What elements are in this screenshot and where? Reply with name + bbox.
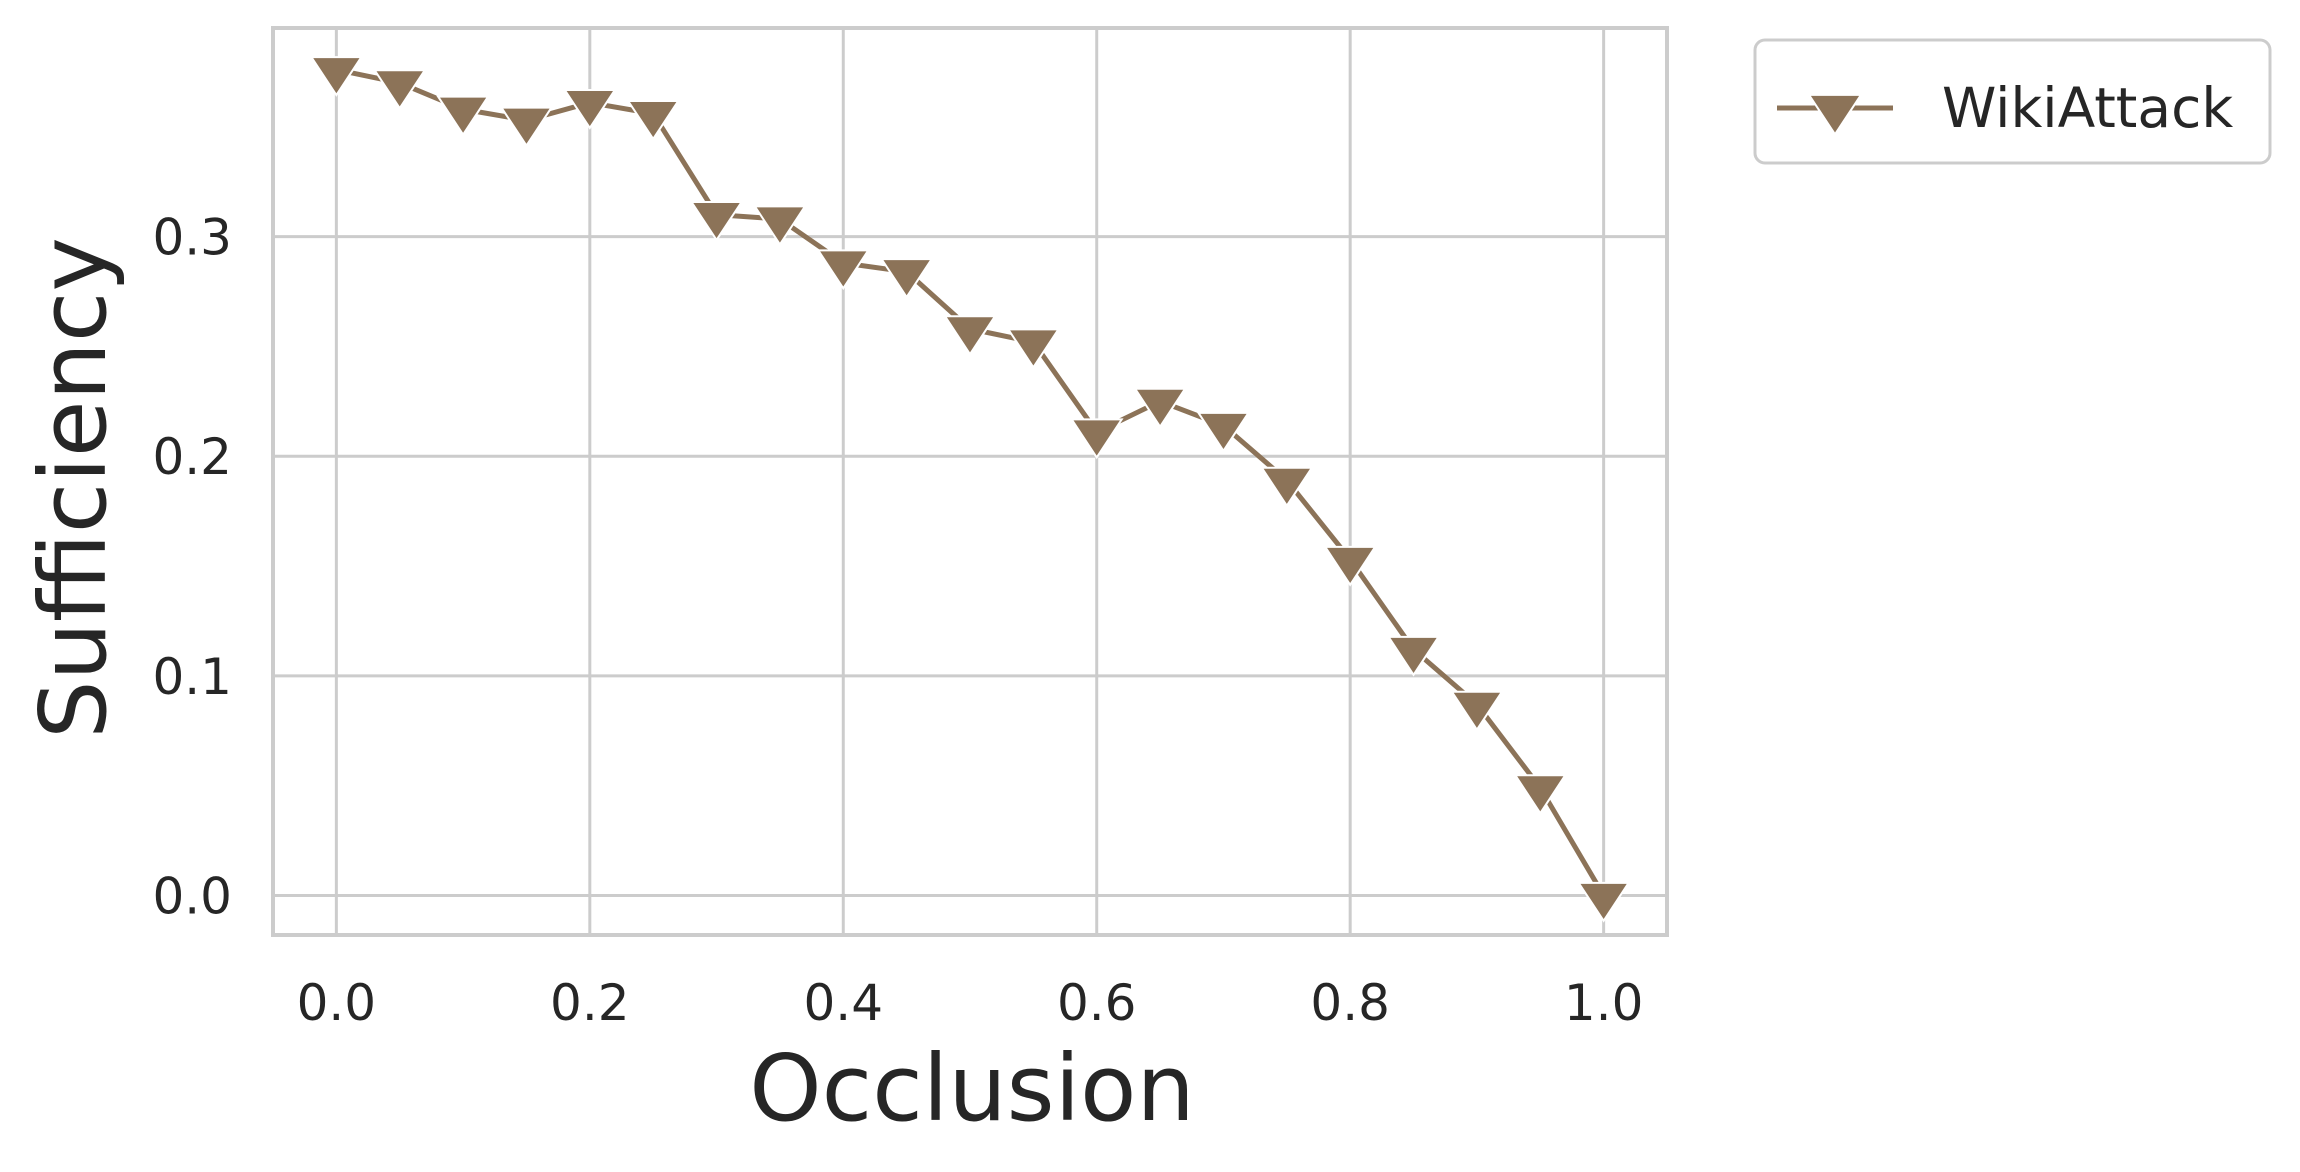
data-point: [436, 95, 490, 137]
y-tick-labels: 0.0 0.1 0.2 0.3: [152, 209, 232, 926]
data-point: [626, 99, 681, 141]
x-axis-title: Occlusion: [749, 1035, 1195, 1142]
plot-frame: [271, 26, 1669, 937]
data-point: [1323, 545, 1378, 587]
x-tick-label: 0.0: [297, 974, 377, 1032]
data-point: [1259, 466, 1314, 508]
data-point: [879, 258, 934, 299]
data-point: [1196, 411, 1251, 453]
data-point: [1450, 690, 1504, 732]
x-tick-label: 0.4: [804, 974, 884, 1032]
x-tick-labels: 0.0 0.2 0.4 0.6 0.8 1.0: [297, 974, 1644, 1032]
x-tick-label: 0.8: [1310, 974, 1390, 1032]
x-tick-label: 1.0: [1564, 974, 1644, 1032]
grid: [273, 28, 1667, 935]
data-point: [499, 106, 554, 148]
data-point: [753, 205, 807, 247]
legend-box: [1753, 38, 2272, 165]
legend-label-wikiattack: WikiAttack: [1942, 76, 2233, 140]
series-layer: [309, 56, 1631, 923]
data-point: [372, 69, 427, 111]
data-point: [943, 315, 997, 356]
data-point: [1386, 635, 1441, 677]
x-tick-label: 0.2: [550, 974, 630, 1032]
y-tick-label: 0.2: [152, 428, 232, 486]
data-point: [1069, 418, 1124, 460]
data-point: [689, 201, 744, 242]
y-axis-title: Sufficiency: [20, 237, 127, 739]
data-point: [1513, 774, 1568, 815]
data-point: [1576, 881, 1631, 923]
legend: WikiAttack: [1753, 38, 2272, 165]
x-tick-label: 0.6: [1057, 974, 1137, 1032]
y-tick-label: 0.1: [152, 648, 232, 706]
legend-marker-wikiattack: [1807, 93, 1863, 137]
data-point: [562, 89, 617, 130]
data-point: [1006, 328, 1061, 370]
data-point: [309, 56, 364, 97]
data-point: [816, 249, 871, 291]
data-point: [1133, 387, 1187, 429]
y-tick-label: 0.3: [152, 209, 232, 267]
y-tick-label: 0.0: [152, 867, 232, 925]
